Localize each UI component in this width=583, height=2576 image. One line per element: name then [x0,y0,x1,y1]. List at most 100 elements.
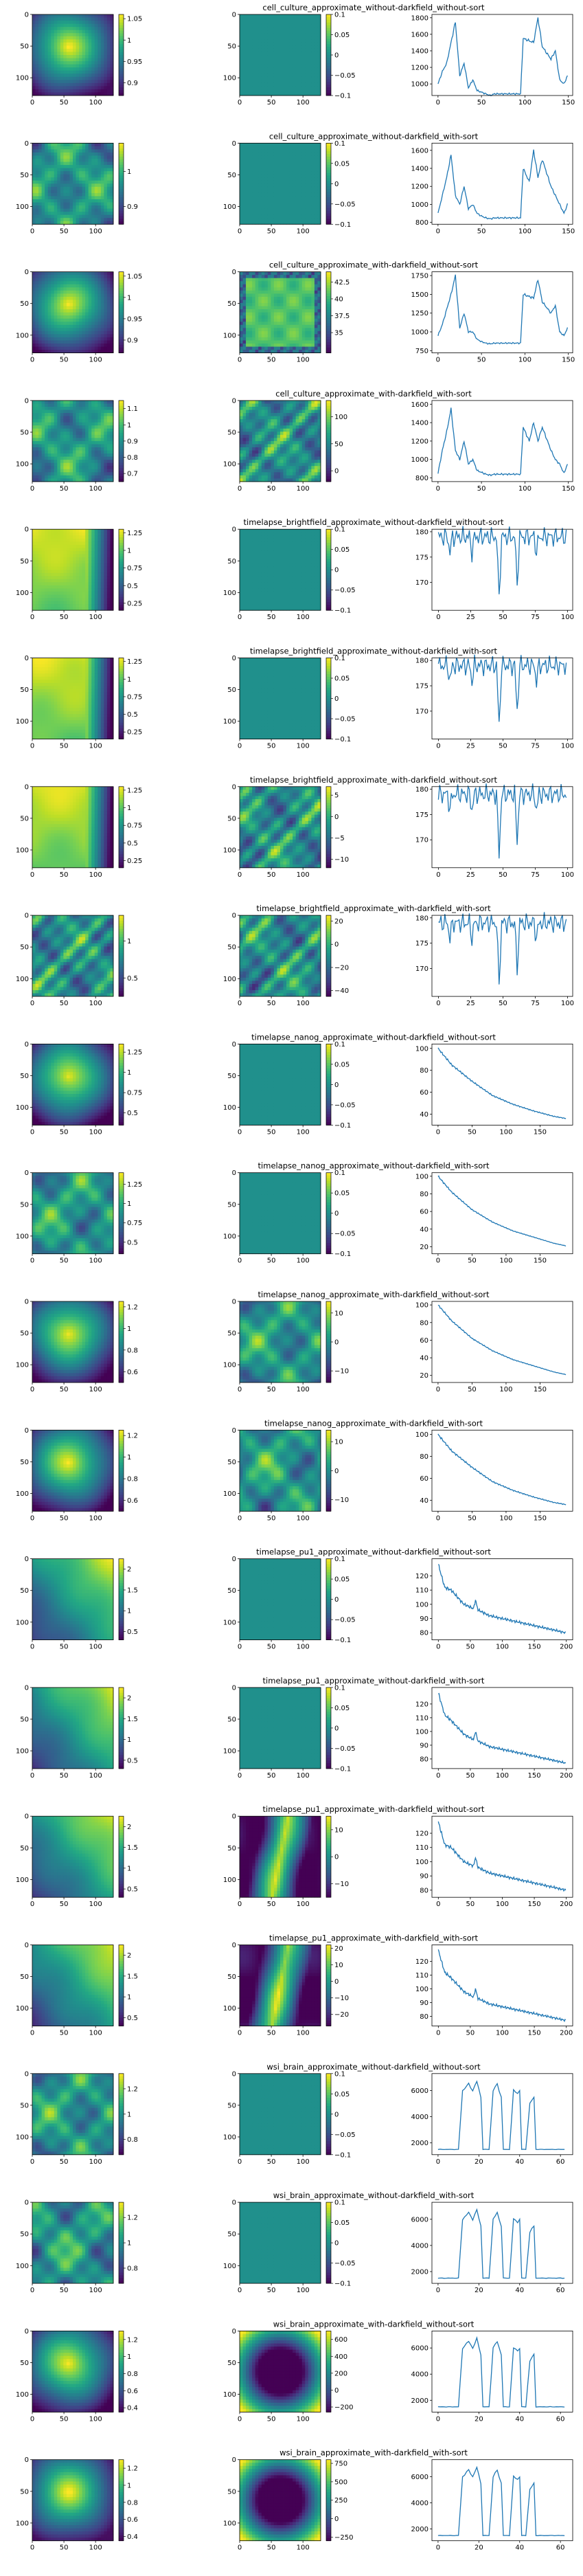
heatmap-cell [293,186,297,190]
heatmap-cell [240,82,243,87]
heatmap-cell [242,152,247,156]
heatmap-cell [317,21,321,25]
heatmap-cell [240,146,243,150]
heatmap-cell [314,39,318,43]
heatmap-cell [242,33,247,37]
heatmap-cell [45,180,49,184]
heatmap-cell [85,89,89,93]
heatmap-cell [54,438,58,442]
heatmap-cell [317,14,321,18]
heatmap-cell [51,146,55,150]
heatmap-cell [69,146,73,150]
heatmap-cell [41,14,45,18]
heatmap-cell [79,30,83,34]
heatmap-cell [38,472,43,476]
heatmap-cell [47,340,52,344]
heatmap-cell [41,478,45,482]
heatmap-cell [54,300,58,304]
heatmap-cell [308,61,312,65]
heatmap-cell [66,466,70,470]
heatmap-cell [91,192,95,197]
heatmap-cell [79,152,83,156]
heatmap-cell [69,55,73,58]
heatmap-cell [57,199,61,203]
heatmap-cell [79,177,83,181]
colorbar-segment [119,172,124,176]
heatmap-cell [267,331,271,335]
heatmap-cell [91,171,95,175]
heatmap-cell [32,447,36,451]
heatmap-cell [242,302,247,306]
heatmap-cell [106,45,111,49]
heatmap-cell [73,400,76,404]
heatmap-cell [63,61,67,65]
heatmap-cell [283,296,287,300]
heatmap-cell [79,21,83,25]
heatmap-cell [286,346,290,350]
heatmap-cell [73,14,76,18]
heatmap-cell [110,306,114,310]
heatmap-cell [293,278,297,282]
heatmap-cell [73,306,76,310]
heatmap-cell [94,302,98,306]
heatmap-cell [45,70,49,74]
heatmap-cell [32,271,36,276]
heatmap-cell [76,328,80,332]
heatmap-cell [252,149,256,153]
heatmap-cell [100,92,104,96]
colorbar-segment [326,68,331,71]
heatmap-cell [283,196,287,200]
heatmap-cell [91,30,95,34]
heatmap-cell [273,309,277,313]
heatmap-cell [317,296,321,300]
heatmap-cell [295,278,299,282]
colorbar-segment [119,175,124,179]
heatmap-cell [63,67,67,71]
heatmap-cell [252,221,256,225]
heatmap-cell [305,67,309,71]
colorbar-segment [119,337,124,340]
heatmap-cell [85,312,89,316]
heatmap-cell [98,322,102,326]
heatmap-cell [305,52,309,56]
heatmap-cell [63,205,67,210]
heatmap-cell [38,440,43,445]
heatmap-cell [299,350,303,353]
heatmap-cell [308,337,312,341]
heatmap-cell [258,27,262,31]
heatmap-cell [104,23,108,27]
heatmap-cell [94,80,98,84]
heatmap-cell [35,64,39,68]
heatmap-cell [63,406,67,410]
heatmap-cell [293,58,297,62]
heatmap-cell [252,346,256,350]
heatmap-cell [32,186,36,190]
heatmap-cell [317,17,321,21]
heatmap-cell [299,312,303,316]
heatmap-cell [317,165,321,169]
heatmap-cell [35,413,39,416]
heatmap-cell [63,296,67,300]
heatmap-cell [100,39,104,43]
heatmap-cell [240,80,243,84]
y-tick-label: 0 [232,269,236,276]
heatmap-cell [51,472,55,476]
colorbar-segment [326,285,331,289]
heatmap-cell [98,70,102,74]
heatmap-cell [47,444,52,448]
heatmap-cell [76,300,80,304]
heatmap-cell [73,30,76,34]
heatmap-cell [317,309,321,313]
heatmap-cell [41,205,45,210]
heatmap-cell [301,27,306,31]
heatmap-cell [273,45,277,49]
heatmap-cell [258,180,262,184]
x-tick-label: 0 [30,99,34,107]
heatmap-cell [79,67,83,71]
heatmap-cell [94,218,98,222]
heatmap-cell [85,438,89,442]
heatmap-cell [85,275,89,279]
heatmap-cell [82,478,86,482]
heatmap-cell [69,406,73,410]
